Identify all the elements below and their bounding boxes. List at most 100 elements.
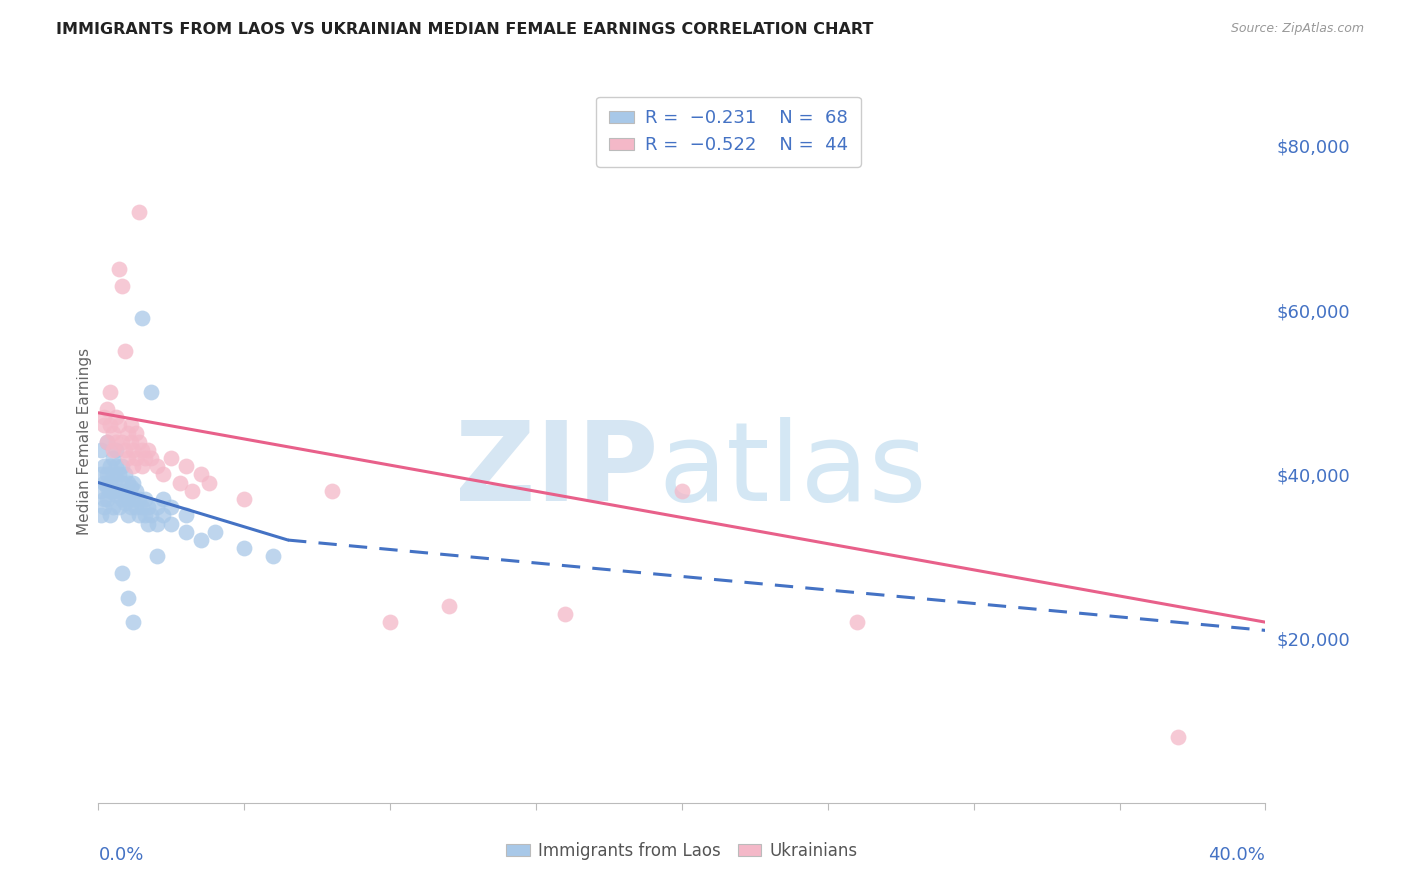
Point [101, 450, 124, 465]
Point [90, 442, 112, 457]
Point [101, 442, 124, 457]
Point [125, 500, 148, 515]
Point [120, 418, 142, 433]
Point [204, 524, 226, 539]
Point [160, 516, 183, 531]
Point [128, 434, 150, 449]
Point [190, 467, 212, 482]
Point [117, 475, 139, 490]
Point [98, 459, 121, 474]
Point [139, 508, 162, 523]
Point [122, 459, 145, 474]
Point [96, 434, 118, 449]
Point [120, 480, 142, 494]
Point [117, 591, 139, 605]
Point [122, 442, 145, 457]
Point [131, 311, 153, 326]
Point [101, 483, 124, 498]
Point [111, 278, 134, 293]
Point [111, 459, 134, 474]
Point [160, 450, 183, 465]
Point [174, 459, 197, 474]
Text: IMMIGRANTS FROM LAOS VS UKRAINIAN MEDIAN FEMALE EARNINGS CORRELATION CHART: IMMIGRANTS FROM LAOS VS UKRAINIAN MEDIAN… [56, 22, 873, 37]
Point [98, 418, 121, 433]
Point [117, 450, 139, 465]
Point [134, 508, 156, 523]
Point [174, 508, 197, 523]
Point [93, 500, 115, 515]
Point [136, 442, 159, 457]
Point [96, 480, 118, 494]
Point [131, 459, 153, 474]
Point [233, 491, 256, 506]
Point [108, 483, 131, 498]
Point [128, 508, 150, 523]
Legend: Immigrants from Laos, Ukrainians: Immigrants from Laos, Ukrainians [499, 836, 865, 867]
Point [152, 467, 174, 482]
Point [125, 426, 148, 441]
Point [101, 500, 124, 515]
Point [120, 434, 142, 449]
Point [174, 524, 197, 539]
Point [139, 450, 162, 465]
Text: 0.0%: 0.0% [98, 847, 143, 864]
Point [136, 500, 159, 515]
Point [96, 401, 118, 416]
Point [93, 459, 115, 474]
Point [180, 483, 202, 498]
Point [122, 475, 145, 490]
Point [131, 500, 153, 515]
Point [114, 442, 136, 457]
Point [104, 442, 127, 457]
Point [96, 434, 118, 449]
Point [90, 508, 112, 523]
Point [90, 483, 112, 498]
Point [98, 483, 121, 498]
Point [117, 508, 139, 523]
Text: atlas: atlas [658, 417, 927, 524]
Point [98, 508, 121, 523]
Point [117, 426, 139, 441]
Point [262, 549, 284, 564]
Point [190, 533, 212, 547]
Point [93, 491, 115, 506]
Point [111, 434, 134, 449]
Text: 40.0%: 40.0% [1209, 847, 1265, 864]
Point [146, 549, 169, 564]
Point [96, 491, 118, 506]
Point [437, 599, 460, 613]
Text: Source: ZipAtlas.com: Source: ZipAtlas.com [1230, 22, 1364, 36]
Point [160, 500, 183, 515]
Point [98, 385, 121, 400]
Point [139, 385, 162, 400]
Point [111, 475, 134, 490]
Point [122, 491, 145, 506]
Point [152, 508, 174, 523]
Point [104, 434, 127, 449]
Point [134, 450, 156, 465]
Point [93, 475, 115, 490]
Point [146, 516, 169, 531]
Point [152, 491, 174, 506]
Point [136, 516, 159, 531]
Point [233, 541, 256, 556]
Point [134, 491, 156, 506]
Point [117, 491, 139, 506]
Point [90, 467, 112, 482]
Point [198, 475, 221, 490]
Point [131, 442, 153, 457]
Point [114, 496, 136, 510]
Point [93, 418, 115, 433]
Point [321, 483, 343, 498]
Point [128, 204, 150, 219]
Point [111, 491, 134, 506]
Point [104, 488, 127, 502]
Point [93, 409, 115, 424]
Point [146, 500, 169, 515]
Point [108, 467, 131, 482]
Point [114, 344, 136, 359]
Point [114, 483, 136, 498]
Point [169, 475, 191, 490]
Point [128, 491, 150, 506]
Point [101, 426, 124, 441]
